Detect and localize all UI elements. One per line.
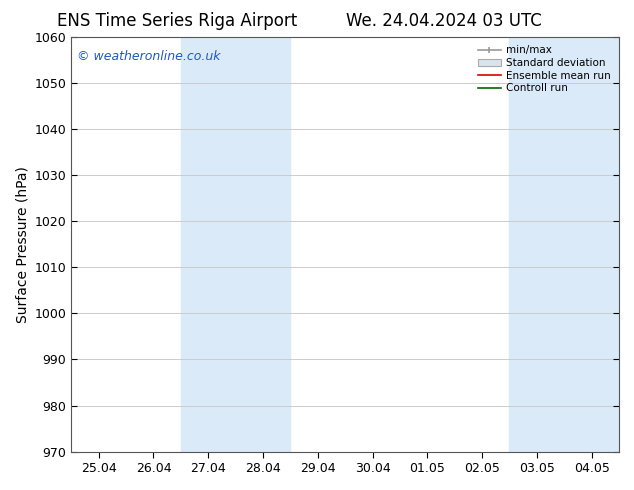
Y-axis label: Surface Pressure (hPa): Surface Pressure (hPa) [15,166,29,323]
Text: ENS Time Series Riga Airport: ENS Time Series Riga Airport [58,12,297,30]
Text: We. 24.04.2024 03 UTC: We. 24.04.2024 03 UTC [346,12,541,30]
Bar [236,37,290,452]
Bar [181,37,236,452]
Bar [564,37,619,452]
Text: © weatheronline.co.uk: © weatheronline.co.uk [77,49,220,63]
Bar [510,37,564,452]
Legend: min/max, Standard deviation, Ensemble mean run, Controll run: min/max, Standard deviation, Ensemble me… [475,42,614,97]
